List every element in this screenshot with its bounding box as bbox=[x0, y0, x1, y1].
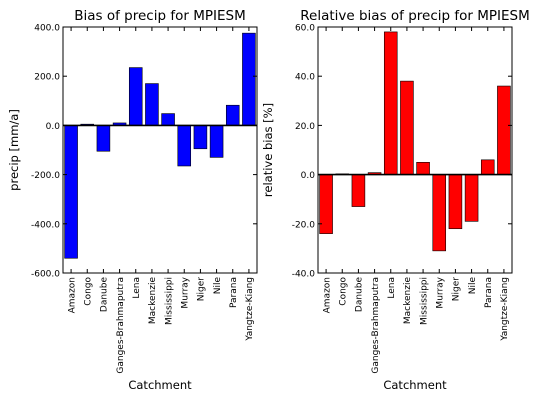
x-tick-label: Parana bbox=[484, 277, 494, 308]
bar-danube bbox=[96, 125, 111, 152]
y-tick-label: -40.0 bbox=[292, 270, 316, 280]
x-tick-label: Lena bbox=[132, 277, 142, 299]
x-tick-label: Niger bbox=[197, 277, 207, 301]
bar-mackenzie bbox=[400, 80, 414, 175]
x-tick-label: Niger bbox=[452, 277, 462, 301]
plot-frame bbox=[62, 26, 258, 274]
y-tick-label: -20.0 bbox=[292, 220, 316, 230]
y-tick-label: -400.0 bbox=[31, 220, 60, 230]
x-axis-label: Catchment bbox=[383, 378, 447, 392]
bar-yangtze-kiang bbox=[497, 85, 511, 175]
x-tick-label: Murray bbox=[435, 276, 445, 308]
x-tick-label: Nile bbox=[468, 277, 478, 295]
bar-yangtze-kiang bbox=[242, 32, 256, 126]
x-axis-label: Catchment bbox=[128, 378, 192, 392]
x-tick-label: Amazon bbox=[67, 277, 77, 313]
bar-niger bbox=[193, 125, 208, 150]
x-tick-label: Mackenzie bbox=[403, 277, 413, 325]
x-tick-label: Ganges-Brahmaputra bbox=[116, 277, 126, 374]
x-tick-label: Ganges-Brahmaputra bbox=[371, 277, 381, 374]
chart-title: Relative bias of precip for MPIESM bbox=[300, 8, 530, 24]
bar-parana bbox=[480, 159, 495, 175]
y-tick-label: 400.0 bbox=[34, 24, 60, 34]
bar-mackenzie bbox=[145, 83, 159, 126]
x-tick-label: Mississippi bbox=[419, 277, 429, 325]
y-axis-label: precip [mm/a] bbox=[7, 109, 21, 191]
x-tick-label: Lena bbox=[387, 277, 397, 299]
y-tick-label: 20.0 bbox=[295, 122, 315, 132]
chart-left-precip-bias: -600.0 -400.0 -200.0 0.0 200.0 400.0 Amazon Con… bbox=[7, 8, 258, 392]
x-tick-label: Congo bbox=[338, 277, 348, 306]
bar-danube bbox=[351, 174, 366, 207]
bar-amazon bbox=[319, 174, 333, 234]
plot-frame bbox=[317, 26, 513, 274]
y-tick-label: -600.0 bbox=[31, 270, 60, 280]
x-tick-label: Congo bbox=[83, 277, 93, 306]
x-tick-label: Yangtze-Kiang bbox=[500, 277, 510, 342]
y-tick-label: 60.0 bbox=[295, 24, 315, 34]
bar-mississippi bbox=[416, 162, 430, 175]
bar-lena bbox=[383, 31, 398, 175]
x-tick-label: Danube bbox=[355, 277, 365, 313]
bar-parana bbox=[225, 104, 240, 126]
bar-niger bbox=[448, 174, 463, 230]
x-tick-label: Mississippi bbox=[164, 277, 174, 325]
bar-amazon bbox=[64, 125, 78, 259]
bar-murray bbox=[432, 174, 447, 252]
y-tick-label: 0.0 bbox=[301, 171, 316, 181]
x-tick-label: Mackenzie bbox=[148, 277, 158, 325]
y-axis-label: relative bias [%] bbox=[261, 103, 275, 197]
x-tick-label: Yangtze-Kiang bbox=[245, 277, 255, 342]
bar-murray bbox=[177, 125, 192, 167]
bar-nile bbox=[209, 125, 224, 158]
y-tick-label: 200.0 bbox=[34, 73, 60, 83]
x-tick-label: Amazon bbox=[322, 277, 332, 313]
bar-lena bbox=[128, 67, 143, 126]
x-tick-label: Nile bbox=[213, 277, 223, 295]
x-tick-label: Parana bbox=[229, 277, 239, 308]
bar-mississippi bbox=[161, 113, 175, 126]
y-tick-label: 40.0 bbox=[295, 73, 315, 83]
x-tick-label: Murray bbox=[180, 276, 190, 308]
x-tick-label: Danube bbox=[100, 277, 110, 313]
chart-title: Bias of precip for MPIESM bbox=[74, 8, 245, 24]
y-tick-label: 0.0 bbox=[46, 122, 61, 132]
y-tick-label: -200.0 bbox=[31, 171, 60, 181]
bar-nile bbox=[464, 174, 479, 222]
chart-right-relative-bias: -40.0 -20.0 0.0 20.0 40.0 60.0 Amazon Congo Danu… bbox=[261, 8, 530, 392]
